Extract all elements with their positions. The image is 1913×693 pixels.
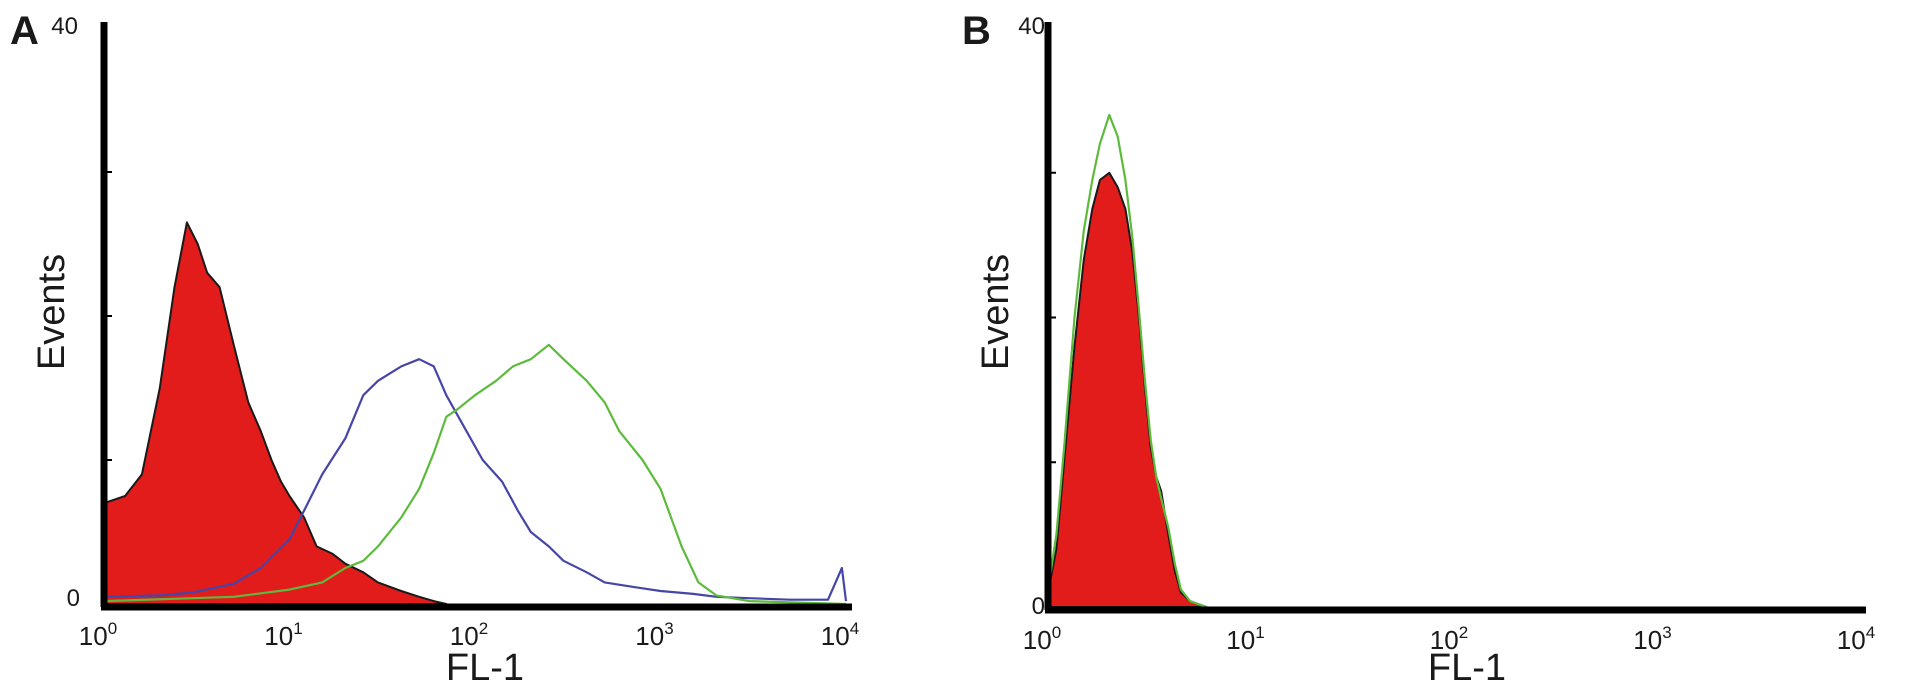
panel-b-label: B (962, 9, 991, 53)
panel-a-x-axis-label: FL-1 (446, 647, 524, 689)
panel-a-label: A (10, 9, 39, 53)
panel-b-series-0-filled-area (1047, 171, 1208, 608)
panel-b-xtick-label: 100 (1023, 623, 1061, 655)
panel-b-ytick-zero: 0 (1032, 593, 1045, 620)
panel-b-x-axis-label: FL-1 (1428, 647, 1506, 689)
panel-a-xtick-label: 104 (821, 619, 859, 651)
panel-b-xtick-label: 103 (1633, 623, 1671, 655)
panel-a-xtick-label: 103 (635, 619, 673, 651)
panel-b-ytick-top: 40 (1018, 13, 1045, 40)
panel-a-xtick-label: 102 (450, 619, 488, 651)
panel-b-xtick-label: 101 (1226, 623, 1264, 655)
panel-a-series-2-line (103, 343, 847, 606)
panel-b-y-axis-label: Events (975, 254, 1017, 370)
panel-a-series-0-filled-area (103, 221, 448, 605)
panel-a-xtick-label: 100 (79, 619, 117, 651)
panel-b-xtick-label: 104 (1837, 623, 1875, 655)
panel-a-ytick-zero: 0 (67, 585, 80, 612)
panel-b-chart: B 40 0 Events FL-1 100 101 102 103 104 (962, 9, 1875, 689)
panel-a-xtick-label: 101 (264, 619, 302, 651)
panel-a-ytick-top: 40 (51, 13, 78, 40)
panel-b-series-1-line (1046, 113, 1207, 609)
panel-a-series-1-line (103, 358, 848, 602)
panel-a-y-axis-label: Events (31, 254, 73, 370)
panel-a-chart: A 40 0 Events FL-1 100 101 102 103 104 (10, 9, 859, 689)
panel-b-xtick-label: 102 (1430, 623, 1468, 655)
